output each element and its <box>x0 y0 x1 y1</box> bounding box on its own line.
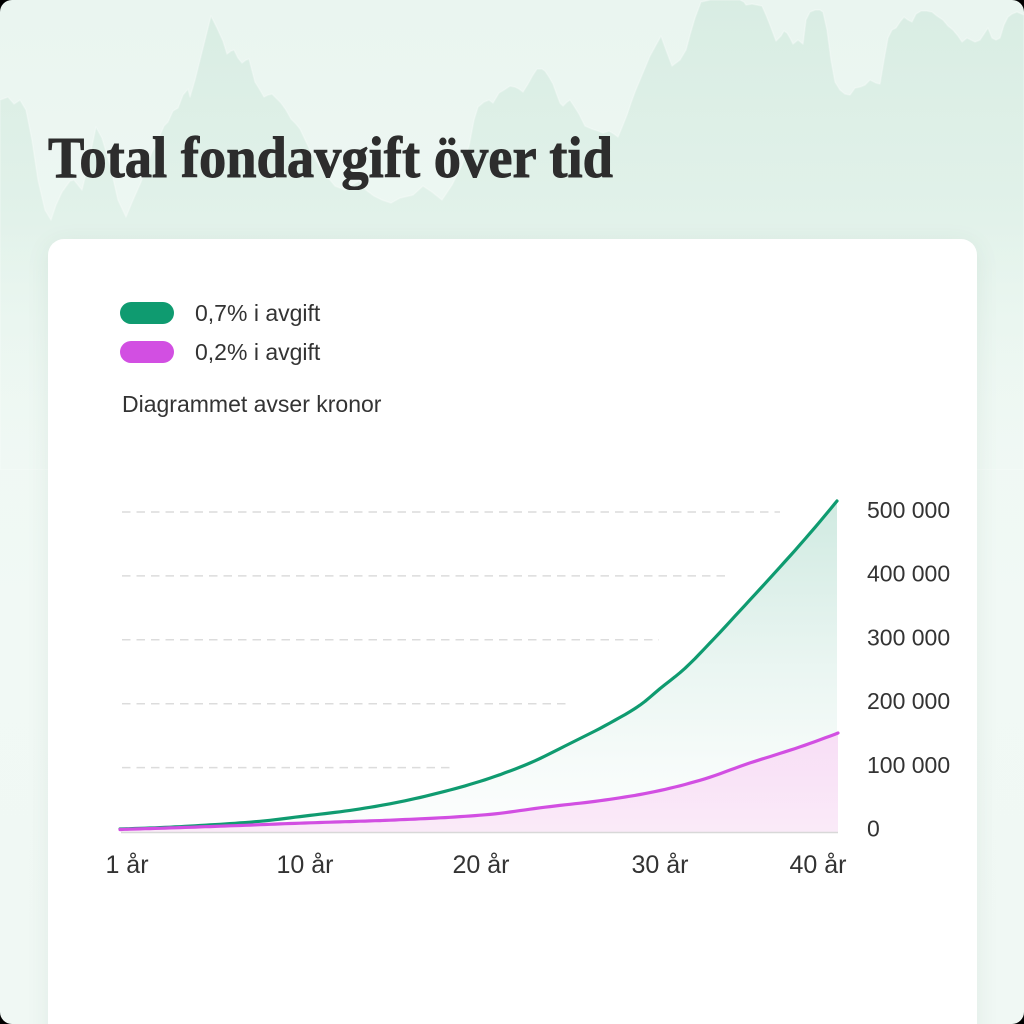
svg-text:100 000: 100 000 <box>867 752 950 778</box>
svg-text:400 000: 400 000 <box>867 561 950 587</box>
svg-text:300 000: 300 000 <box>867 624 950 650</box>
svg-text:30 år: 30 år <box>632 851 689 879</box>
svg-text:200 000: 200 000 <box>867 688 950 714</box>
svg-text:500 000: 500 000 <box>867 497 950 523</box>
svg-text:40 år: 40 år <box>790 851 847 879</box>
svg-text:0: 0 <box>867 816 880 842</box>
svg-text:10 år: 10 år <box>277 851 334 879</box>
svg-text:20 år: 20 år <box>453 851 510 879</box>
svg-text:1 år: 1 år <box>105 851 148 879</box>
